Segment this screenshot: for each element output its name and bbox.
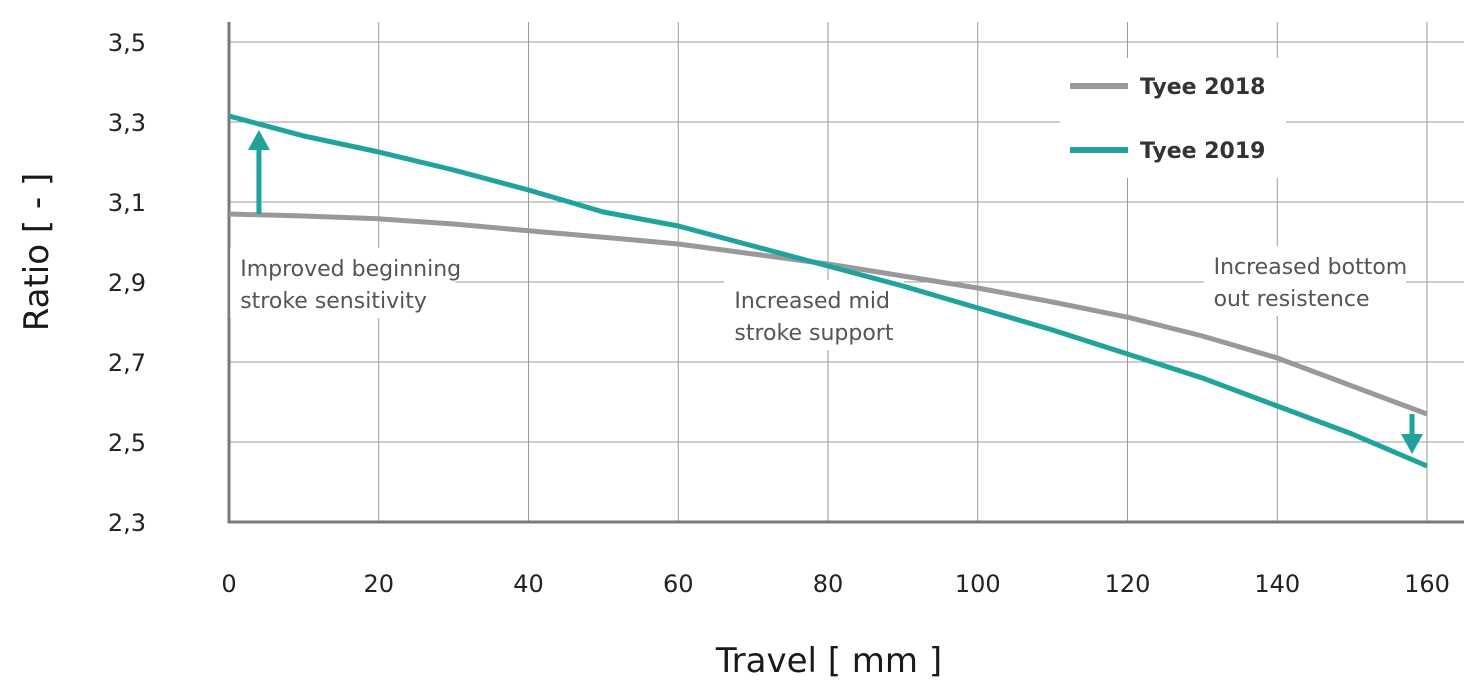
x-tick-label: 60 [663,570,694,598]
legend-item: Tyee 2018 [1070,75,1265,100]
x-tick-label: 100 [955,570,1001,598]
arrow-head [1401,434,1424,454]
x-tick-label: 40 [513,570,544,598]
y-tick-label: 2,5 [108,429,146,457]
arrows [247,130,1424,454]
tick-labels: 0 20 40 60 80 100 120 140 160 2,3 2,5 2,7 2,9 3,1 3,3 3… [108,29,1450,598]
y-tick-label: 3,1 [108,189,146,217]
x-tick-label: 120 [1105,570,1151,598]
annotation-text: Increased bottom [1214,255,1408,280]
legend: Tyee 2018 Tyee 2019 [1060,58,1286,178]
arrow-head [247,130,270,150]
annotation-background [1203,246,1407,316]
annotation-background [724,280,905,350]
series-lines [228,113,1428,469]
x-tick-label: 0 [221,570,236,598]
annotation: Improved beginning stroke sensitivity [230,248,461,318]
series-line [228,113,1428,469]
annotation-text: stroke support [734,321,893,346]
x-tick-label: 140 [1254,570,1300,598]
legend-label: Tyee 2019 [1140,139,1265,164]
annotation-text: out resistence [1214,287,1370,312]
annotations: Improved beginning stroke sensitivity Incr… [230,246,1407,350]
axis-titles: Travel [ mm ] Ratio [ - ] [17,173,942,681]
annotation-text: stroke sensitivity [240,289,427,314]
annotation-text: Improved beginning [240,257,461,282]
x-tick-label: 160 [1404,570,1450,598]
y-tick-label: 2,3 [108,509,146,537]
x-tick-label: 20 [363,570,394,598]
annotation: Increased bottom out resistence [1203,246,1408,316]
axes [227,22,1464,524]
arrow-up [247,130,270,214]
y-axis-title: Ratio [ - ] [17,173,57,332]
y-tick-label: 2,7 [108,349,146,377]
legend-label: Tyee 2018 [1140,75,1265,100]
legend-background [1060,58,1286,178]
y-tick-label: 2,9 [108,269,146,297]
x-tick-label: 80 [813,570,844,598]
x-axis-title: Travel [ mm ] [715,641,942,681]
annotation: Increased mid stroke support [724,280,905,350]
y-tick-label: 3,5 [108,29,146,57]
legend-item: Tyee 2019 [1070,139,1265,164]
annotation-background [230,248,456,318]
y-tick-label: 3,3 [108,109,146,137]
annotation-text: Increased mid [734,289,890,314]
arrow-down [1401,414,1424,454]
